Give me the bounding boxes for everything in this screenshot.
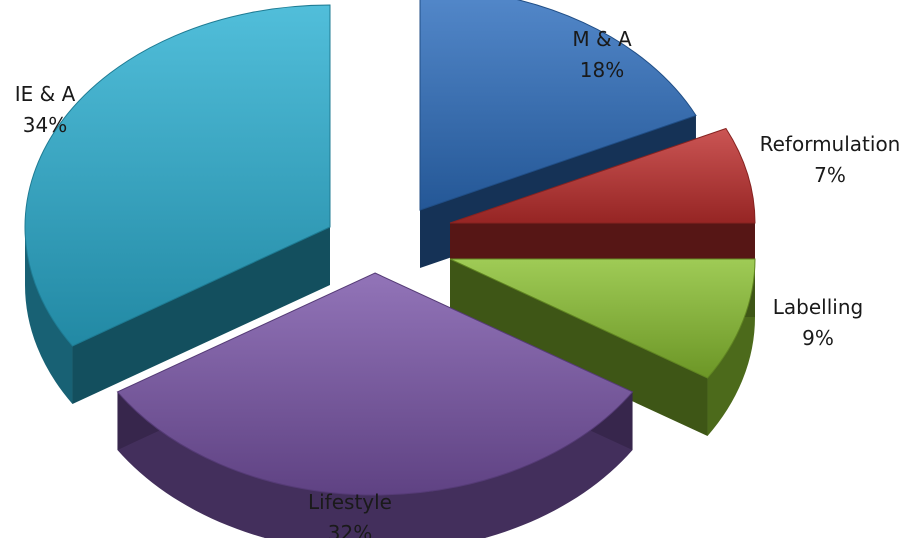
slice-value-lifestyle: 32%: [328, 521, 372, 538]
slice-label-labelling: Labelling: [773, 295, 863, 319]
slice-tops: [24, 0, 756, 496]
slice-label-lifestyle: Lifestyle: [308, 490, 392, 514]
slice-wall: [117, 391, 633, 538]
slice-ie-a: [24, 4, 331, 347]
slice-side-ie-a: [25, 227, 330, 404]
slice-value-labelling: 9%: [802, 326, 834, 350]
slice-wall: [707, 259, 755, 436]
slice-label-m-a: M & A: [572, 27, 632, 51]
slice-label-reformulation: Reformulation: [760, 132, 901, 156]
slice-cut-face: [450, 259, 708, 436]
slice-lifestyle: [116, 272, 634, 496]
slice-labels: M & A 18% Reformulation 7% Labelling 9% Lifest…: [15, 27, 901, 538]
slice-wall: [25, 227, 73, 404]
slice-labelling: [449, 258, 756, 379]
slice-cut-face: [72, 227, 330, 404]
slice-value-reformulation: 7%: [814, 163, 846, 187]
slice-m-a: [419, 0, 697, 211]
slice-label-ie-a: IE & A: [15, 82, 76, 106]
slice-value-m-a: 18%: [580, 58, 624, 82]
slice-reformulation: [449, 127, 756, 224]
slice-value-ie-a: 34%: [23, 113, 67, 137]
